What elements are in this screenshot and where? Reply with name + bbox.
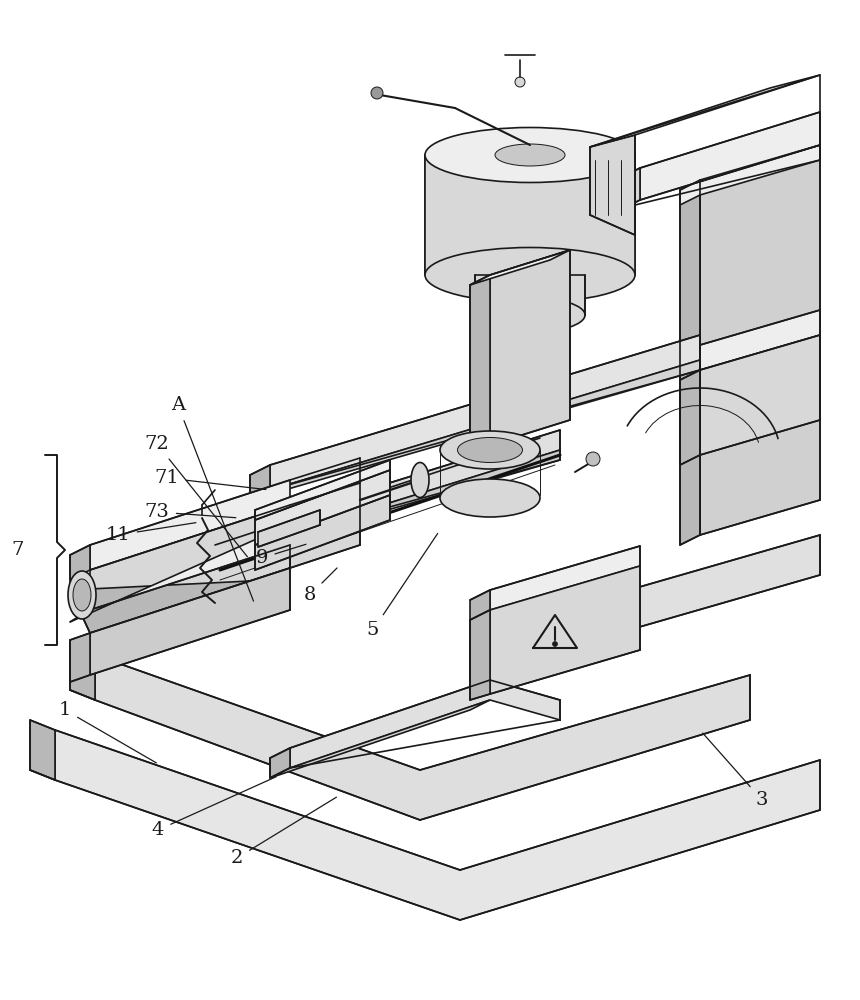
Polygon shape <box>700 335 820 455</box>
Text: 5: 5 <box>367 533 438 639</box>
Polygon shape <box>490 250 570 445</box>
Polygon shape <box>680 370 700 465</box>
Ellipse shape <box>440 431 540 469</box>
Polygon shape <box>470 250 570 285</box>
Circle shape <box>586 452 600 466</box>
Polygon shape <box>270 335 700 490</box>
Text: 7: 7 <box>12 541 24 559</box>
Polygon shape <box>270 700 490 778</box>
Polygon shape <box>590 75 820 147</box>
Polygon shape <box>90 505 290 633</box>
Polygon shape <box>620 168 640 210</box>
Ellipse shape <box>425 247 635 302</box>
Text: 4: 4 <box>152 777 276 839</box>
Polygon shape <box>470 630 490 680</box>
Polygon shape <box>490 566 640 694</box>
Circle shape <box>515 77 525 87</box>
Ellipse shape <box>458 438 523 462</box>
Ellipse shape <box>411 462 429 497</box>
Ellipse shape <box>425 127 635 182</box>
Ellipse shape <box>495 144 565 166</box>
Polygon shape <box>250 450 560 550</box>
Polygon shape <box>90 480 290 570</box>
Polygon shape <box>250 465 270 500</box>
Text: 8: 8 <box>304 568 337 604</box>
Polygon shape <box>290 483 360 568</box>
Polygon shape <box>470 590 490 620</box>
Polygon shape <box>95 655 750 820</box>
Polygon shape <box>70 633 90 682</box>
Polygon shape <box>250 520 270 550</box>
Polygon shape <box>475 275 585 315</box>
Polygon shape <box>30 720 55 780</box>
Text: 1: 1 <box>58 701 157 763</box>
Polygon shape <box>700 145 820 535</box>
Polygon shape <box>258 510 320 547</box>
Polygon shape <box>270 748 290 778</box>
Text: A: A <box>171 396 254 601</box>
Ellipse shape <box>475 298 585 332</box>
Ellipse shape <box>73 579 91 611</box>
Polygon shape <box>70 533 290 622</box>
Polygon shape <box>255 460 390 520</box>
Text: 9: 9 <box>255 544 306 567</box>
Circle shape <box>371 87 383 99</box>
Polygon shape <box>425 155 635 275</box>
Polygon shape <box>250 360 700 500</box>
Text: 72: 72 <box>144 435 248 557</box>
Polygon shape <box>590 135 635 235</box>
Polygon shape <box>255 470 390 545</box>
Text: 71: 71 <box>155 469 266 490</box>
Ellipse shape <box>440 479 540 517</box>
Polygon shape <box>290 680 560 768</box>
Polygon shape <box>70 545 90 580</box>
Polygon shape <box>680 145 820 205</box>
Polygon shape <box>470 275 490 455</box>
Polygon shape <box>55 730 820 920</box>
Polygon shape <box>70 645 95 700</box>
Text: 11: 11 <box>106 523 196 544</box>
Circle shape <box>552 642 557 647</box>
Polygon shape <box>700 310 820 370</box>
Text: 2: 2 <box>230 797 336 867</box>
Polygon shape <box>70 568 290 633</box>
Polygon shape <box>270 430 560 540</box>
Polygon shape <box>680 180 700 545</box>
Text: 73: 73 <box>144 503 236 521</box>
Polygon shape <box>90 568 290 675</box>
Text: 3: 3 <box>703 733 768 809</box>
Ellipse shape <box>68 571 96 619</box>
Polygon shape <box>470 610 490 700</box>
Polygon shape <box>640 112 820 200</box>
Polygon shape <box>255 495 390 570</box>
Polygon shape <box>490 546 640 610</box>
Polygon shape <box>490 535 820 670</box>
